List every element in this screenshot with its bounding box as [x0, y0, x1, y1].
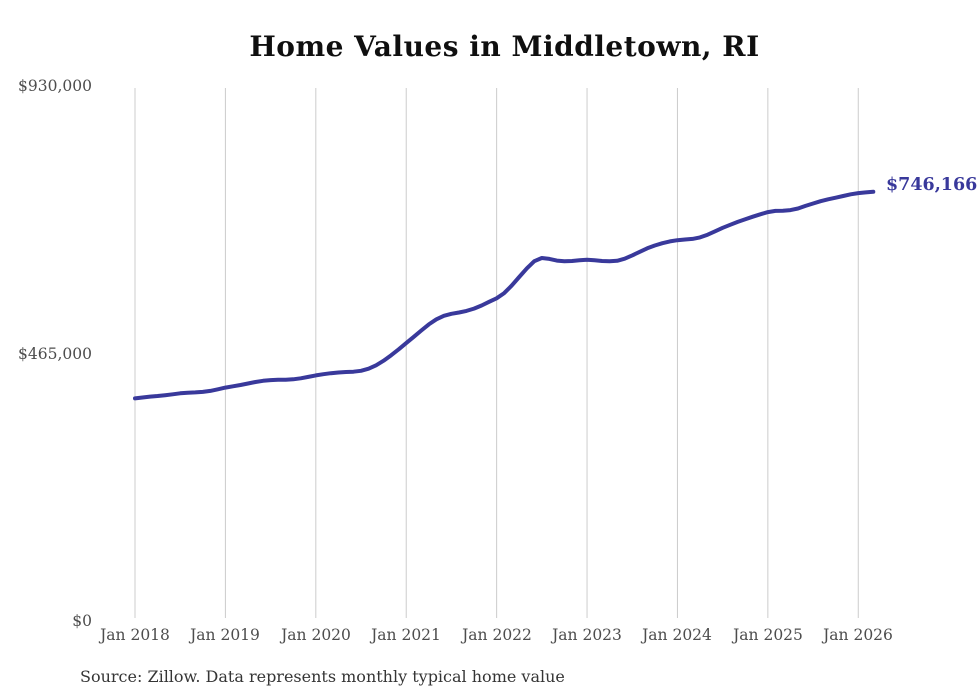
- latest-value-label: $746,166: [886, 175, 978, 195]
- x-tick-label: Jan 2020: [281, 626, 351, 644]
- home-value-line: [133, 189, 876, 401]
- x-tick-label: Jan 2019: [190, 626, 260, 644]
- chart-title: Home Values in Middletown, RI: [249, 30, 760, 63]
- x-tick-label: Jan 2025: [733, 626, 803, 644]
- y-tick-label: $0: [72, 612, 92, 630]
- source-note: Source: Zillow. Data represents monthly …: [80, 667, 565, 686]
- x-tick-label: Jan 2018: [100, 626, 170, 644]
- y-tick-label: $930,000: [18, 77, 92, 95]
- x-tick-label: Jan 2023: [552, 626, 622, 644]
- x-tick-label: Jan 2024: [642, 626, 712, 644]
- x-tick-label: Jan 2026: [823, 626, 893, 644]
- y-tick-label: $465,000: [18, 345, 92, 363]
- x-tick-label: Jan 2022: [462, 626, 532, 644]
- x-tick-label: Jan 2021: [371, 626, 441, 644]
